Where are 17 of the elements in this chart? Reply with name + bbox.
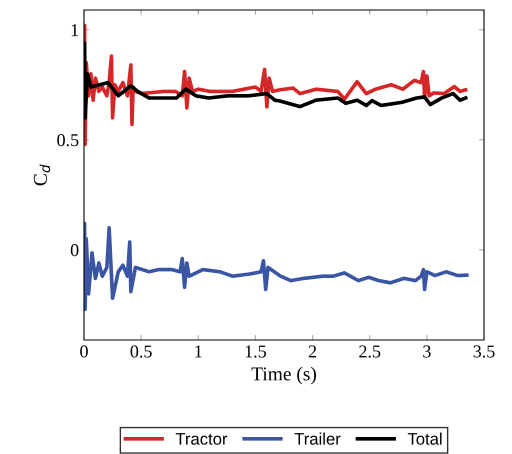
x-tick-label: 1 [195, 345, 202, 358]
y-axis-title: C$_{d}$ [34, 164, 50, 186]
x-axis-title: Time (s) [251, 366, 316, 384]
y-tick-label: 1 [72, 24, 78, 36]
x-tick-label: 3.5 [474, 345, 495, 358]
y-tick-label: 0 [70, 244, 78, 256]
x-tick-label: 0 [80, 345, 88, 358]
y-tick-label: 0.5 [57, 134, 78, 146]
legend-label: Tractor [176, 433, 228, 445]
x-tick-label: 2.5 [359, 345, 380, 358]
x-tick-label: 0.5 [130, 345, 152, 358]
line-series [84, 222, 469, 312]
legend-label: Trailer [294, 432, 341, 445]
x-tick-label: 2 [308, 345, 316, 358]
legend-label: Total [408, 432, 442, 445]
x-tick-label: 1.5 [246, 345, 266, 358]
x-tick-label: 3 [423, 345, 431, 358]
